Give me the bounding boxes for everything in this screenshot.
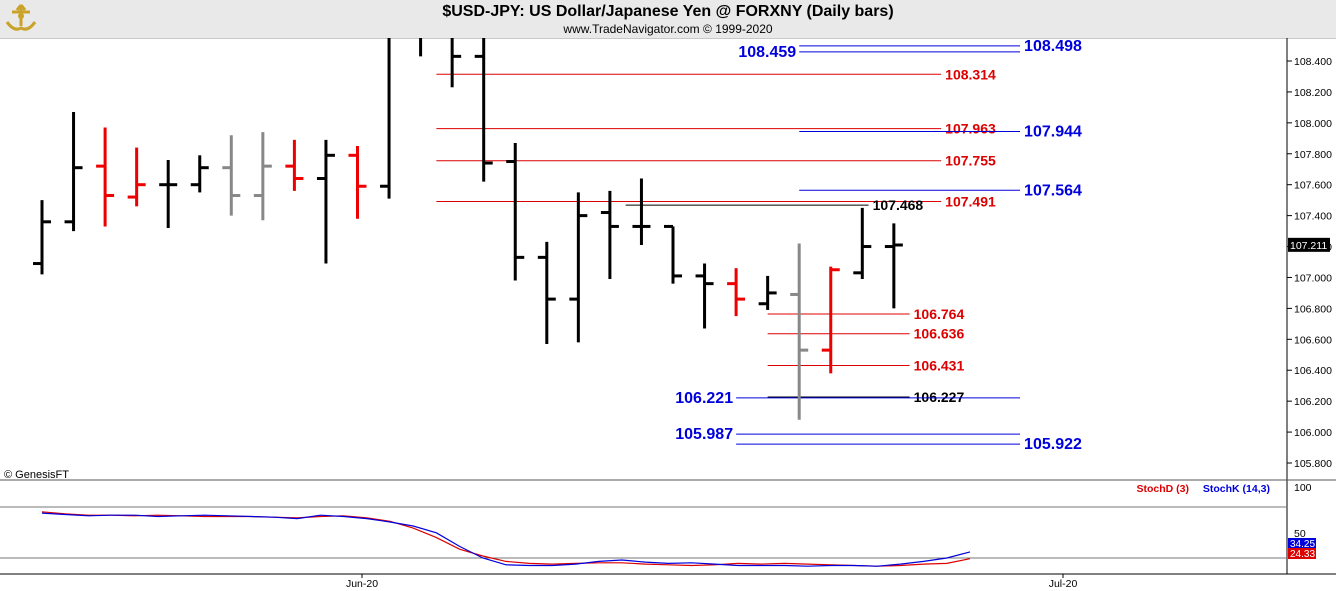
ohlc-bar [64, 112, 83, 232]
price-tick-label: 108.400 [1294, 56, 1332, 68]
ohlc-bar [506, 142, 525, 281]
ohlc-bar [695, 263, 714, 329]
level-label: 107.755 [945, 153, 996, 169]
level-label: 106.636 [914, 326, 965, 342]
level-label: 106.221 [675, 390, 733, 407]
ohlc-bar [474, 38, 493, 182]
time-tick-label: Jun-20 [346, 578, 378, 590]
level-label: 108.314 [945, 66, 996, 82]
ohlc-bar [727, 268, 746, 317]
stochk-value-label: 34.25 [1290, 539, 1315, 550]
ohlc-bar [190, 155, 209, 193]
ohlc-bar [33, 200, 51, 275]
level-label: 106.227 [914, 389, 965, 405]
price-tick-label: 106.600 [1294, 334, 1332, 346]
ohlc-bar [127, 147, 146, 207]
ohlc-bar [285, 139, 304, 191]
chart-subtitle: www.TradeNavigator.com © 1999-2020 [563, 22, 773, 36]
ohlc-bar [632, 178, 651, 245]
last-price-label: 107.211 [1290, 240, 1327, 252]
stochd-value-label: 24.33 [1290, 549, 1315, 560]
level-label: 108.498 [1024, 38, 1082, 55]
price-tick-label: 108.200 [1294, 87, 1332, 99]
level-label: 107.491 [945, 194, 996, 210]
price-tick-label: 105.800 [1294, 458, 1332, 470]
ohlc-bar [450, 38, 462, 88]
genesis-logo-icon [4, 2, 38, 39]
stochk-value-box [1288, 538, 1316, 548]
stochk-legend: StochK (14,3) [1203, 483, 1270, 495]
time-tick-label: Jul-20 [1049, 578, 1078, 590]
ohlc-bar [96, 127, 115, 227]
ohlc-bar [316, 139, 335, 264]
ohlc-bar [380, 38, 391, 199]
ohlc-bar [159, 159, 178, 228]
level-label: 105.922 [1024, 436, 1082, 453]
stochd-legend: StochD (3) [1137, 483, 1190, 495]
copyright-label: © GenesisFT [4, 469, 69, 481]
stoch-series-line [41, 511, 971, 567]
ohlc-bar [821, 266, 840, 374]
ohlc-bar [222, 135, 241, 216]
price-tick-label: 108.000 [1294, 118, 1332, 130]
ohlc-bar [884, 223, 903, 309]
ohlc-bar [569, 192, 588, 343]
price-tick-label: 107.800 [1294, 149, 1332, 161]
price-tick-label: 107.400 [1294, 211, 1332, 223]
stoch-tick-label: 50 [1294, 528, 1306, 540]
level-label: 106.764 [914, 306, 965, 322]
stoch-tick-label: 100 [1294, 482, 1312, 494]
price-tick-label: 107.000 [1294, 272, 1332, 284]
stoch-series-line [41, 512, 971, 567]
stochd-value-box [1288, 548, 1316, 559]
ohlc-bar [758, 275, 777, 310]
level-label: 105.987 [675, 426, 733, 443]
ohlc-bar [853, 207, 872, 280]
ohlc-bar [600, 190, 619, 280]
ohlc-bar [537, 241, 556, 344]
ohlc-bar [348, 146, 367, 219]
ohlc-bar [790, 243, 809, 420]
last-price-box [1288, 237, 1330, 252]
price-tick-label: 106.200 [1294, 396, 1332, 408]
ohlc-bar [253, 132, 272, 221]
level-label: 107.468 [873, 197, 924, 213]
level-label: 107.944 [1024, 124, 1082, 141]
price-tick-label: 106.400 [1294, 365, 1332, 377]
chart-header: $USD-JPY: US Dollar/Japanese Yen @ FORXN… [0, 0, 1336, 39]
level-label: 108.459 [738, 44, 796, 61]
level-label: 107.963 [945, 121, 996, 137]
price-tick-label: 106.800 [1294, 303, 1332, 315]
ohlc-bar [664, 224, 682, 284]
level-label: 106.431 [914, 357, 965, 373]
chart-title: $USD-JPY: US Dollar/Japanese Yen @ FORXN… [442, 3, 894, 20]
level-label: 107.564 [1024, 182, 1082, 199]
price-tick-label: 106.000 [1294, 427, 1332, 439]
price-tick-label: 107.600 [1294, 180, 1332, 192]
